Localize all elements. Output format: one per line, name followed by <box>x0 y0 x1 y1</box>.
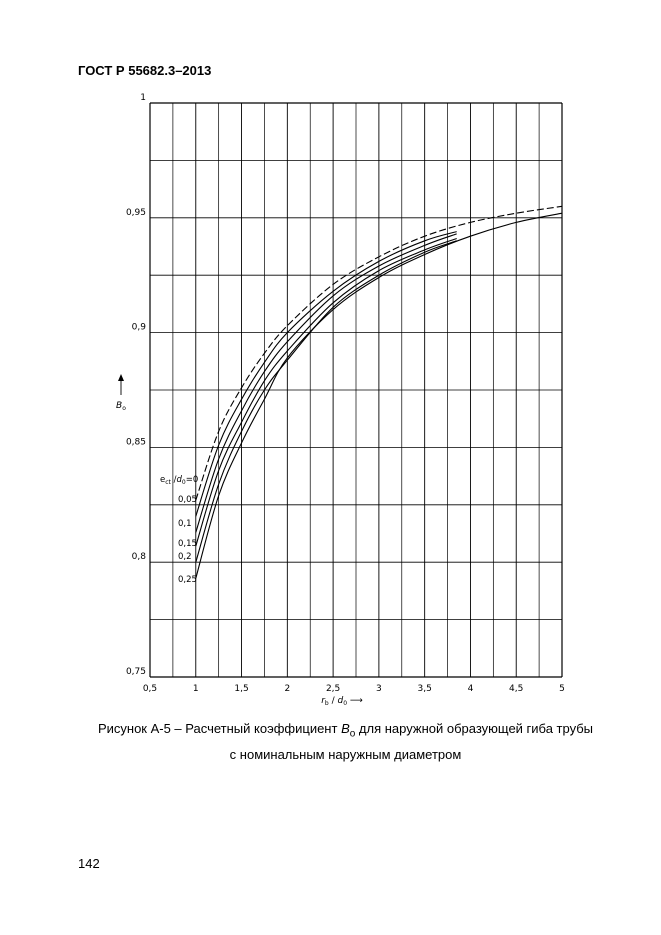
x-tick-label: 0,5 <box>143 684 157 694</box>
legend-label: 0,1 <box>178 519 192 529</box>
x-tick-label: 1,5 <box>234 684 248 694</box>
series-line <box>195 212 563 579</box>
x-tick-label: 4 <box>468 684 474 694</box>
legend-label: 0,2 <box>178 552 192 562</box>
chart-legend: ect /d0=0 0,05 0,1 0,15 0,2 0,25 <box>160 475 198 585</box>
chart-axis-labels: rb / d0 ⟶ Bo <box>116 374 363 707</box>
figure-caption-line2: с номинальным наружным диаметром <box>229 747 462 762</box>
x-tick-label: 4,5 <box>509 684 523 694</box>
y-axis-arrowhead <box>118 374 124 381</box>
chart-series <box>195 205 563 579</box>
x-tick-label: 5 <box>559 684 565 694</box>
y-tick-label: 1 <box>140 93 146 103</box>
chart-tick-labels: 0,5 1 1,5 2 2,5 3 3,5 4 4,5 5 0,75 0,8 0,85 0,9 0,95 1 <box>126 93 565 694</box>
series-line <box>195 233 457 533</box>
figure-caption: Рисунок А-5 – Расчетный коэффициент Bo д… <box>15 721 661 740</box>
x-tick-label: 1 <box>193 684 199 694</box>
x-tick-label: 3 <box>376 684 382 694</box>
caption-rest: для наружной образующей гиба трубы <box>355 721 594 736</box>
y-tick-label: 0,8 <box>132 552 147 562</box>
document-header: ГОСТ Р 55682.3–2013 <box>78 63 212 78</box>
series-line <box>195 231 457 517</box>
y-tick-label: 0,75 <box>126 667 146 677</box>
legend-title: ect /d0=0 <box>160 475 198 486</box>
page-number: 142 <box>78 856 100 871</box>
series-line <box>195 205 563 501</box>
series-line <box>195 237 457 547</box>
y-tick-label: 0,9 <box>132 323 147 333</box>
x-axis-label: rb / d0 ⟶ <box>321 696 363 707</box>
x-tick-label: 2,5 <box>326 684 340 694</box>
x-tick-label: 3,5 <box>418 684 432 694</box>
chart: 0,5 1 1,5 2 2,5 3 3,5 4 4,5 50,750,80,850,90,951 … <box>116 93 565 707</box>
x-tick-label: 2 <box>284 684 290 694</box>
y-tick-label: 0,85 <box>126 437 146 447</box>
caption-symbol-sub: o <box>349 728 356 740</box>
caption-prefix: Рисунок А-5 – Расчетный коэффициент <box>97 721 342 736</box>
series-line <box>195 240 457 563</box>
legend-label: 0,25 <box>178 575 197 585</box>
chart-grid <box>149 102 563 678</box>
caption-symbol: B <box>341 721 350 736</box>
y-tick-label: 0,95 <box>126 208 146 218</box>
legend-label: 0,15 <box>178 539 197 549</box>
legend-label: 0,05 <box>178 495 197 505</box>
y-axis-label: Bo <box>116 401 126 412</box>
